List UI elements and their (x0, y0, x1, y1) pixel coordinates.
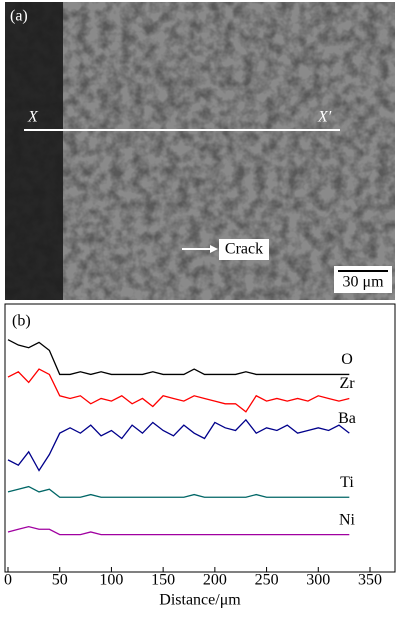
series-line (7, 485, 350, 498)
sem-image: (a) X X′ Crack 30 μm (5, 2, 395, 300)
series-line (7, 418, 350, 472)
x-tick-label: 350 (358, 572, 382, 589)
sem-texture (5, 2, 395, 300)
series-line (7, 339, 350, 376)
series-label: Ba (338, 410, 356, 427)
x-tick-label: 250 (255, 572, 279, 589)
scale-label: 30 μm (342, 274, 384, 291)
x-tick-label: 300 (306, 572, 330, 589)
scan-end: X′ (317, 109, 332, 126)
x-tick-label: 50 (52, 572, 68, 589)
crack-arrowhead (210, 245, 218, 253)
x-axis-label: Distance/μm (159, 592, 241, 609)
x-tick-label: 100 (99, 572, 123, 589)
x-tick-label: 0 (4, 572, 12, 589)
series-label: Ni (339, 511, 356, 528)
series-line (7, 525, 350, 536)
x-tick-label: 150 (151, 572, 175, 589)
series-line (7, 368, 350, 413)
series-label: Ti (340, 474, 354, 491)
dark-region (5, 2, 63, 300)
x-tick-label: 200 (203, 572, 227, 589)
panel-label: (b) (12, 313, 31, 330)
crack-label: Crack (225, 241, 263, 258)
scan-start: X (27, 109, 39, 126)
plot-frame (4, 303, 396, 573)
series-label: Zr (339, 375, 355, 392)
crack-box (219, 239, 269, 260)
series-label: O (341, 351, 353, 368)
panel-label: (a) (10, 8, 28, 25)
